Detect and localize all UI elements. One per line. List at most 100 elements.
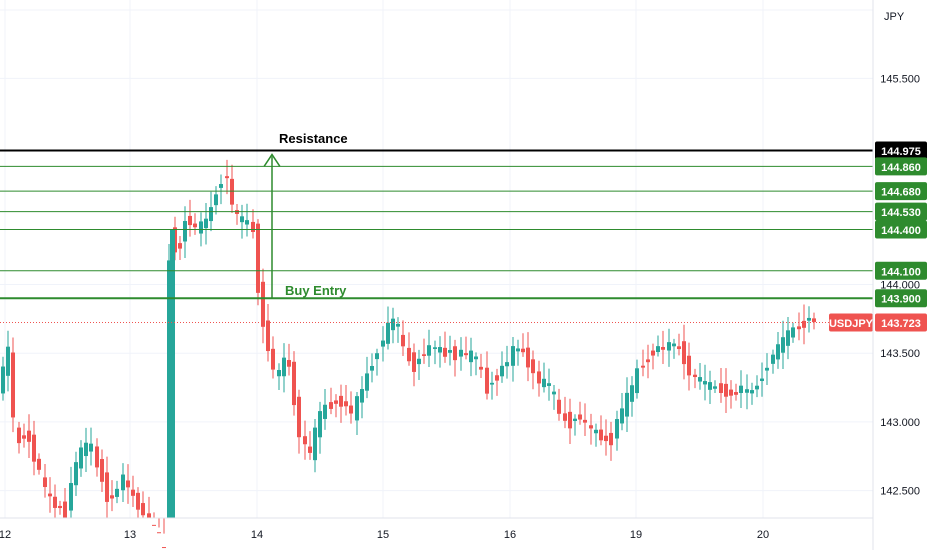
candle-body[interactable] bbox=[713, 386, 717, 389]
candle-body[interactable] bbox=[427, 345, 431, 356]
candle-body[interactable] bbox=[37, 458, 41, 470]
level-price-tag[interactable] bbox=[875, 220, 927, 239]
candle-body[interactable] bbox=[656, 346, 660, 353]
candle-body[interactable] bbox=[578, 414, 582, 420]
candle-body[interactable] bbox=[344, 401, 348, 407]
candle-body[interactable] bbox=[178, 243, 182, 249]
price-levels[interactable]: 144.975 144.860 144.680 144.530 144.400 144.1… bbox=[0, 141, 927, 332]
candle-body[interactable] bbox=[126, 480, 130, 488]
candle-body[interactable] bbox=[214, 194, 218, 206]
candle-body[interactable] bbox=[459, 349, 463, 357]
candle-body[interactable] bbox=[599, 429, 603, 441]
candle-body[interactable] bbox=[266, 320, 270, 352]
candle-body[interactable] bbox=[110, 495, 114, 499]
candle-body[interactable] bbox=[615, 419, 619, 439]
candle-body[interactable] bbox=[199, 221, 203, 234]
candle-body[interactable] bbox=[672, 343, 676, 347]
candle-body[interactable] bbox=[121, 474, 125, 491]
candle-body[interactable] bbox=[765, 367, 769, 371]
candle-body[interactable] bbox=[167, 260, 171, 518]
candle-body[interactable] bbox=[453, 346, 457, 361]
candle-body[interactable] bbox=[646, 359, 650, 363]
candle-body[interactable] bbox=[443, 347, 447, 357]
candle-body[interactable] bbox=[48, 493, 52, 497]
candle-body[interactable] bbox=[22, 435, 26, 439]
candle-body[interactable] bbox=[635, 368, 639, 394]
candle-body[interactable] bbox=[693, 374, 697, 378]
candle-body[interactable] bbox=[433, 347, 437, 349]
candle-body[interactable] bbox=[412, 352, 416, 372]
candle-body[interactable] bbox=[105, 472, 109, 502]
candle-body[interactable] bbox=[609, 432, 613, 446]
candle-body[interactable] bbox=[755, 385, 759, 390]
candle-body[interactable] bbox=[79, 447, 83, 469]
candle-body[interactable] bbox=[677, 346, 681, 350]
candle-body[interactable] bbox=[282, 357, 286, 377]
candle-body[interactable] bbox=[360, 389, 364, 403]
candle-body[interactable] bbox=[485, 367, 489, 394]
level-price-tag[interactable] bbox=[875, 182, 927, 201]
candle-body[interactable] bbox=[370, 366, 374, 371]
candle-body[interactable] bbox=[812, 318, 816, 323]
candle-body[interactable] bbox=[781, 337, 785, 353]
candle-body[interactable] bbox=[589, 425, 593, 429]
candle-body[interactable] bbox=[547, 383, 551, 386]
candle-body[interactable] bbox=[641, 365, 645, 368]
candle-body[interactable] bbox=[745, 389, 749, 393]
candle-body[interactable] bbox=[334, 400, 338, 404]
candle-body[interactable] bbox=[698, 377, 702, 382]
candle-body[interactable] bbox=[375, 353, 379, 360]
candle-body[interactable] bbox=[729, 389, 733, 396]
candle-body[interactable] bbox=[313, 427, 317, 461]
candle-body[interactable] bbox=[438, 347, 442, 353]
candle-body[interactable] bbox=[703, 381, 707, 385]
level-price-tag[interactable] bbox=[875, 141, 927, 160]
candle-body[interactable] bbox=[682, 341, 686, 365]
candle-body[interactable] bbox=[469, 350, 473, 363]
candle-body[interactable] bbox=[219, 184, 223, 188]
candle-body[interactable] bbox=[170, 229, 175, 519]
candle-body[interactable] bbox=[365, 373, 369, 391]
candle-body[interactable] bbox=[318, 411, 322, 438]
candle-body[interactable] bbox=[563, 413, 567, 421]
candle-body[interactable] bbox=[136, 492, 140, 510]
candle-body[interactable] bbox=[786, 330, 790, 346]
candle-body[interactable] bbox=[537, 371, 541, 384]
candle-body[interactable] bbox=[17, 427, 21, 444]
candle-body[interactable] bbox=[604, 435, 608, 442]
candle-body[interactable] bbox=[58, 505, 62, 509]
candle-body[interactable] bbox=[240, 216, 244, 223]
candle-body[interactable] bbox=[573, 418, 577, 421]
candle-body[interactable] bbox=[687, 355, 691, 376]
candle-body[interactable] bbox=[464, 353, 468, 356]
candle-body[interactable] bbox=[381, 340, 385, 347]
candle-body[interactable] bbox=[11, 352, 15, 418]
candle-body[interactable] bbox=[526, 347, 530, 368]
candle-body[interactable] bbox=[661, 347, 665, 350]
candle-body[interactable] bbox=[667, 342, 671, 351]
candle-body[interactable] bbox=[620, 408, 624, 424]
candle-body[interactable] bbox=[511, 346, 515, 366]
candle-body[interactable] bbox=[505, 362, 509, 367]
candle-body[interactable] bbox=[157, 532, 161, 534]
candle-body[interactable] bbox=[531, 359, 535, 374]
candle-body[interactable] bbox=[625, 392, 629, 417]
level-price-tag[interactable] bbox=[875, 289, 927, 308]
candle-body[interactable] bbox=[417, 358, 421, 365]
candle-body[interactable] bbox=[183, 221, 187, 242]
candle-body[interactable] bbox=[630, 385, 634, 402]
candle-body[interactable] bbox=[162, 547, 166, 549]
candle-body[interactable] bbox=[734, 392, 738, 395]
candle-body[interactable] bbox=[422, 354, 426, 356]
candle-body[interactable] bbox=[329, 402, 333, 409]
candle-body[interactable] bbox=[225, 176, 229, 179]
candle-body[interactable] bbox=[1, 366, 5, 394]
candle-body[interactable] bbox=[6, 346, 10, 376]
candle-body[interactable] bbox=[251, 221, 255, 232]
candle-body[interactable] bbox=[802, 320, 806, 328]
level-price-tag[interactable] bbox=[875, 202, 927, 221]
candle-body[interactable] bbox=[495, 375, 499, 381]
candle-body[interactable] bbox=[724, 383, 728, 397]
